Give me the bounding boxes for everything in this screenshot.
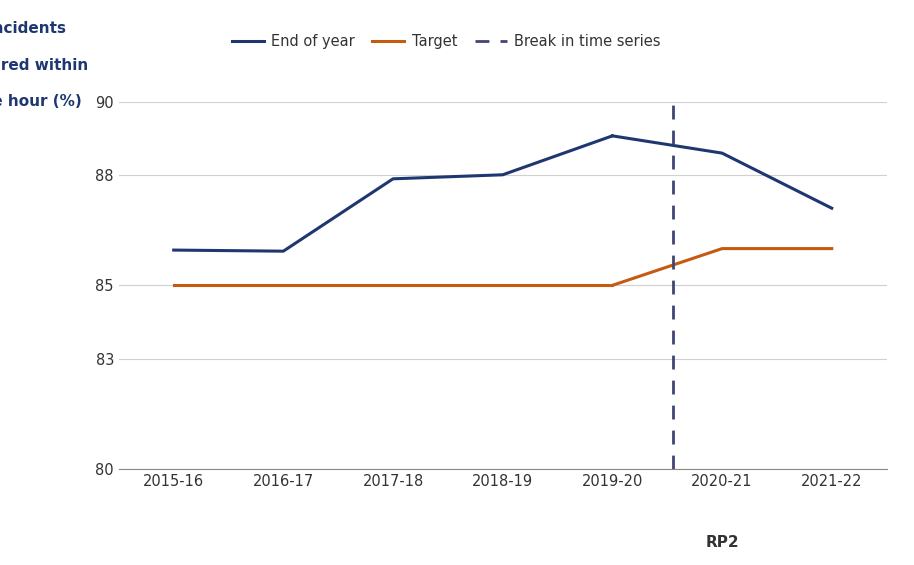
- Text: RP2: RP2: [706, 535, 739, 550]
- Text: cleared within: cleared within: [0, 58, 88, 73]
- Legend: End of year, Target, Break in time series: End of year, Target, Break in time serie…: [226, 28, 666, 55]
- Text: Incidents: Incidents: [0, 21, 66, 36]
- Text: one hour (%): one hour (%): [0, 94, 82, 110]
